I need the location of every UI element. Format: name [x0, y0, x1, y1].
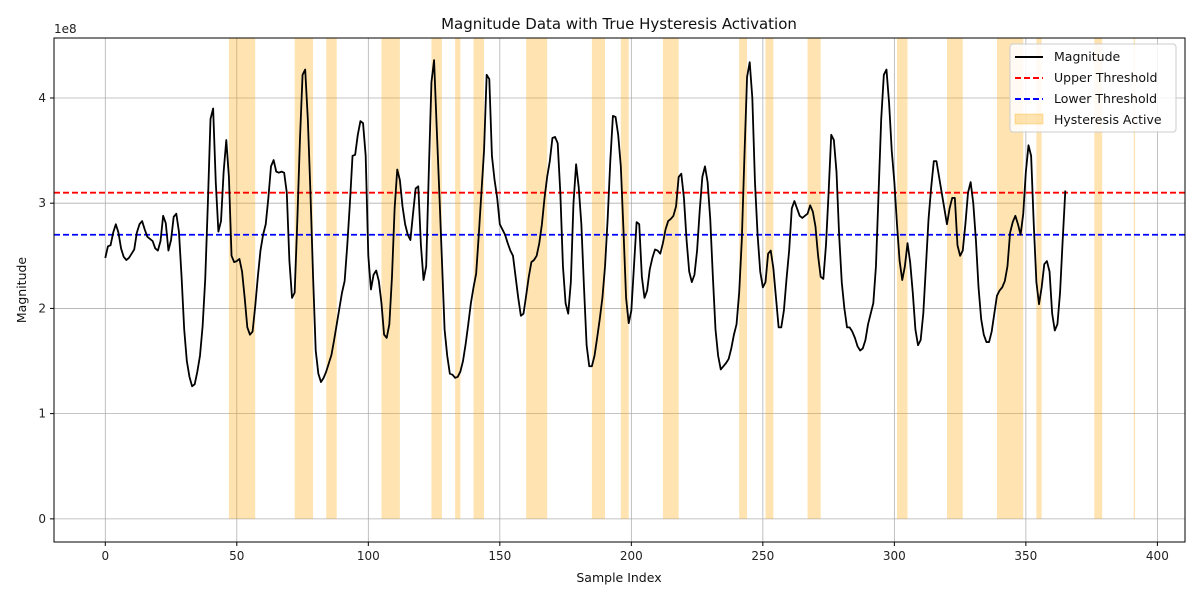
hysteresis-span	[455, 38, 461, 519]
legend-swatch-hysteresis	[1014, 113, 1044, 125]
magnitude-line	[104, 59, 1067, 388]
hysteresis-span	[326, 38, 337, 519]
x-tick-label: 250	[751, 549, 774, 563]
hysteresis-span	[807, 38, 821, 519]
y-axis-label: Magnitude	[14, 257, 29, 324]
x-tick-label: 100	[357, 549, 380, 563]
legend-label-magnitude: Magnitude	[1054, 49, 1121, 64]
hysteresis-span	[765, 38, 774, 519]
hysteresis-span	[294, 38, 314, 519]
y-tick-label: 3	[38, 196, 46, 210]
x-tick-label: 0	[101, 549, 109, 563]
plot-frame	[53, 37, 1186, 543]
x-tick-label: 50	[229, 549, 244, 563]
x-tick-label: 200	[620, 549, 643, 563]
hysteresis-span	[381, 38, 400, 519]
axes-ticks: 0 50 100 150 200 250 300 350 400 0 1 2 3 4	[38, 91, 1168, 563]
x-axis-label: Sample Index	[576, 570, 661, 585]
legend-label-upper-threshold: Upper Threshold	[1054, 70, 1157, 85]
hysteresis-span	[431, 38, 442, 519]
hysteresis-span	[946, 38, 963, 519]
y-tick-label: 4	[38, 91, 46, 105]
y-tick-label: 2	[38, 301, 46, 315]
x-tick-label: 300	[883, 549, 906, 563]
hysteresis-span	[1094, 38, 1103, 519]
legend-label-lower-threshold: Lower Threshold	[1054, 91, 1157, 106]
x-tick-label: 350	[1014, 549, 1037, 563]
y-tick-label: 1	[38, 407, 46, 421]
hysteresis-span	[526, 38, 548, 519]
hysteresis-span	[1036, 38, 1042, 519]
legend-label-hysteresis: Hysteresis Active	[1054, 112, 1162, 127]
hysteresis-span	[1133, 38, 1136, 519]
hysteresis-span	[591, 38, 606, 519]
legend-box	[1009, 43, 1177, 133]
magnitude-series	[104, 59, 1067, 388]
hysteresis-span	[739, 38, 748, 519]
x-tick-label: 150	[488, 549, 511, 563]
legend: Magnitude Upper Threshold Lower Threshol…	[1009, 43, 1177, 133]
hysteresis-span	[473, 38, 485, 519]
x-tick-label: 400	[1146, 549, 1169, 563]
hysteresis-spans	[228, 38, 1136, 519]
y-offset-text: 1e8	[54, 22, 77, 36]
y-tick-label: 0	[38, 512, 46, 526]
hysteresis-span	[662, 38, 679, 519]
chart-title: Magnitude Data with True Hysteresis Acti…	[441, 15, 797, 33]
